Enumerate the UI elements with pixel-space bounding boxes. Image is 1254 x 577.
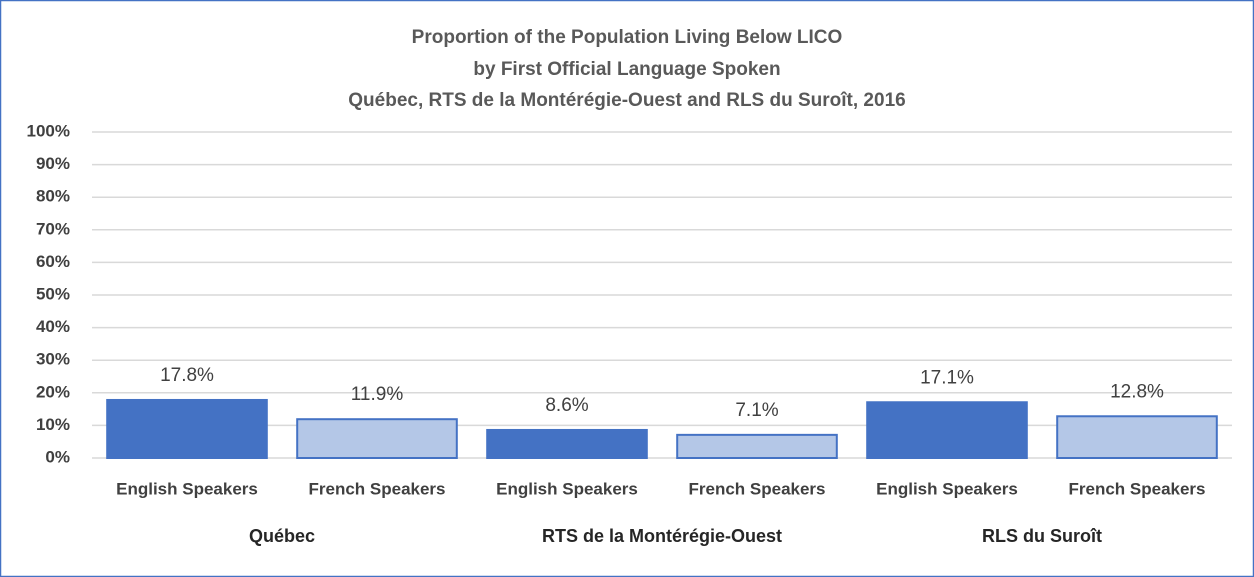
y-tick-label: 100% <box>27 121 70 140</box>
y-tick-label: 60% <box>36 252 70 271</box>
bar <box>106 398 268 459</box>
y-tick-label: 70% <box>36 219 70 238</box>
bar <box>676 433 838 460</box>
bar <box>1056 415 1218 460</box>
x-tick-label: English Speakers <box>496 479 638 498</box>
value-label: 8.6% <box>545 395 588 416</box>
bar <box>866 401 1028 459</box>
x-tick-label: French Speakers <box>308 479 445 498</box>
group-label: Québec <box>249 526 315 546</box>
y-tick-label: 50% <box>36 284 70 303</box>
chart-title: by First Official Language Spoken <box>473 59 780 80</box>
bar <box>296 418 458 459</box>
y-tick-label: 80% <box>36 187 70 206</box>
group-label: RTS de la Montérégie-Ouest <box>542 526 782 546</box>
chart-title: Québec, RTS de la Montérégie-Ouest and R… <box>348 90 905 111</box>
value-label: 11.9% <box>351 384 404 405</box>
y-tick-label: 20% <box>36 382 70 401</box>
bar <box>486 428 648 459</box>
x-tick-label: English Speakers <box>116 479 258 498</box>
y-tick-label: 30% <box>36 350 70 369</box>
group-label: RLS du Suroît <box>982 526 1102 546</box>
value-label: 12.8% <box>1110 381 1164 402</box>
x-tick-label: English Speakers <box>876 479 1018 498</box>
x-tick-label: French Speakers <box>1068 479 1205 498</box>
value-label: 17.8% <box>160 365 214 386</box>
y-tick-label: 40% <box>36 317 70 336</box>
chart-title: Proportion of the Population Living Belo… <box>412 27 843 48</box>
value-label: 7.1% <box>735 400 778 421</box>
value-label: 17.1% <box>920 367 974 388</box>
y-tick-label: 0% <box>45 447 70 466</box>
x-tick-label: French Speakers <box>688 479 825 498</box>
y-tick-label: 10% <box>36 415 70 434</box>
y-tick-label: 90% <box>36 154 70 173</box>
